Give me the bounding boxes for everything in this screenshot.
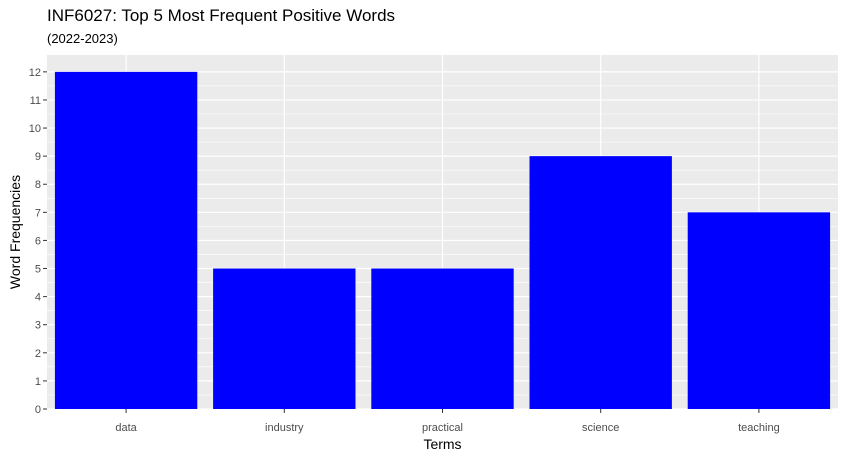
y-tick-label: 5 [35, 264, 41, 276]
y-tick-label: 2 [35, 348, 41, 360]
y-tick-label: 8 [35, 179, 41, 191]
y-tick-label: 12 [29, 67, 41, 79]
chart-title: INF6027: Top 5 Most Frequent Positive Wo… [47, 6, 396, 25]
x-tick-label: practical [422, 422, 463, 434]
y-tick-label: 10 [29, 123, 41, 135]
x-tick-label: science [582, 422, 619, 434]
x-axis-title: Terms [423, 436, 461, 452]
y-tick-label: 4 [35, 292, 41, 304]
y-tick-label: 11 [30, 95, 41, 107]
bar-science [529, 156, 672, 409]
x-tick-label: teaching [738, 422, 780, 434]
y-axis-title: Word Frequencies [7, 175, 23, 289]
x-tick-label: industry [265, 422, 304, 434]
bar-teaching [687, 212, 831, 409]
x-tick-label: data [115, 422, 137, 434]
y-tick-label: 1 [35, 376, 41, 388]
bar-industry [213, 268, 356, 409]
bar-data [54, 71, 198, 409]
bars [54, 71, 831, 409]
y-tick-label: 9 [35, 151, 41, 163]
y-tick-label: 6 [35, 235, 41, 247]
y-tick-label: 3 [35, 320, 41, 332]
chart-subtitle: (2022-2023) [47, 31, 118, 46]
bar-practical [371, 268, 514, 409]
x-axis-ticks: data industry practical science teaching [115, 409, 780, 434]
y-tick-label: 0 [35, 404, 41, 416]
y-tick-label: 7 [35, 207, 41, 219]
